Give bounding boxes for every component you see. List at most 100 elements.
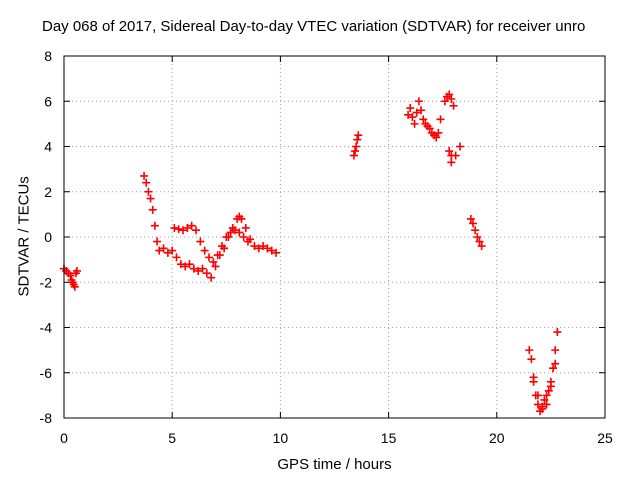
data-point (404, 110, 413, 119)
data-point (146, 194, 155, 203)
data-point (185, 260, 194, 269)
data-point (551, 359, 560, 368)
data-point (533, 400, 542, 409)
y-tick-label: 6 (44, 93, 52, 109)
grid (64, 56, 605, 418)
y-tick-label: -6 (40, 365, 53, 381)
x-tick-label: 0 (60, 430, 68, 446)
x-tick-label: 5 (168, 430, 176, 446)
data-point (414, 97, 423, 106)
data-point (525, 346, 534, 355)
data-point (540, 395, 549, 404)
data-point (473, 233, 482, 241)
data-point (533, 391, 542, 400)
data-point (527, 355, 536, 364)
x-tick-label: 20 (489, 430, 505, 446)
data-point (456, 142, 465, 151)
data-point (142, 178, 151, 187)
data-point (451, 151, 460, 160)
data-point (196, 237, 205, 246)
data-point (354, 131, 363, 140)
data-point (477, 242, 486, 251)
data-point (217, 242, 226, 251)
data-point (239, 233, 248, 241)
axis-ticks: 0 5 10 15 20 25 -8 -6 -4 -2 0 2 4 6 8 (40, 48, 613, 446)
data-point (209, 257, 218, 266)
data-point (551, 346, 560, 355)
data-point (432, 133, 441, 142)
data-point (187, 221, 196, 230)
data-point (272, 248, 281, 257)
x-axis-label: GPS time / hours (277, 456, 392, 473)
data-point (172, 253, 181, 262)
data-point (412, 108, 421, 117)
data-point (153, 237, 162, 246)
data-point (410, 119, 419, 128)
data-point (250, 242, 259, 251)
data-point (198, 264, 207, 273)
y-axis-label: SDTVAR / TECUs (15, 176, 33, 297)
data-point (419, 115, 428, 124)
data-point (417, 106, 426, 115)
y-tick-label: -4 (40, 320, 53, 336)
data-point (349, 151, 358, 160)
y-tick-label: -2 (40, 274, 53, 290)
data-point (241, 223, 250, 232)
data-point (144, 187, 153, 196)
data-point (140, 171, 149, 180)
data-point (163, 248, 172, 257)
data-point (263, 244, 272, 253)
data-point (213, 251, 222, 260)
plot-frame (63, 55, 606, 419)
data-point (549, 364, 558, 373)
data-point (475, 237, 484, 246)
x-tick-label: 25 (597, 430, 613, 446)
data-points (60, 90, 562, 416)
data-point (538, 402, 547, 411)
data-point (148, 205, 157, 214)
data-point (471, 226, 480, 235)
data-point (440, 97, 449, 106)
data-point (170, 223, 179, 232)
data-point (70, 282, 79, 291)
data-point (466, 214, 475, 223)
data-point (353, 135, 362, 144)
data-point (449, 101, 458, 110)
data-point (425, 124, 434, 133)
data-point (445, 90, 454, 99)
data-point (176, 260, 185, 269)
y-tick-label: 2 (44, 184, 52, 200)
chart-title: Day 068 of 2017, Sidereal Day-to-day VTE… (42, 18, 586, 35)
data-point (553, 328, 562, 337)
x-tick-label: 15 (381, 430, 397, 446)
x-tick-label: 10 (273, 430, 289, 446)
data-point (222, 233, 231, 241)
y-tick-label: 4 (44, 139, 52, 155)
data-point (194, 266, 203, 275)
data-point (237, 214, 246, 223)
data-point (542, 391, 551, 400)
data-point (226, 228, 235, 237)
data-point (192, 226, 201, 235)
data-point (529, 377, 538, 386)
data-point (66, 271, 75, 280)
data-point (179, 226, 188, 235)
y-tick-label: 8 (44, 48, 52, 64)
data-point (168, 246, 177, 255)
data-point (174, 225, 183, 234)
data-point (202, 269, 211, 278)
data-point (544, 386, 553, 395)
data-point (468, 219, 477, 228)
data-point (207, 273, 216, 282)
data-point (181, 262, 190, 271)
data-point (200, 246, 209, 255)
data-point (243, 237, 252, 246)
data-point (542, 400, 551, 409)
data-point (447, 94, 456, 103)
data-point (72, 266, 81, 275)
data-point (546, 382, 555, 391)
data-point (183, 223, 192, 232)
data-point (267, 246, 276, 255)
data-point (230, 226, 239, 235)
data-point (189, 264, 198, 273)
